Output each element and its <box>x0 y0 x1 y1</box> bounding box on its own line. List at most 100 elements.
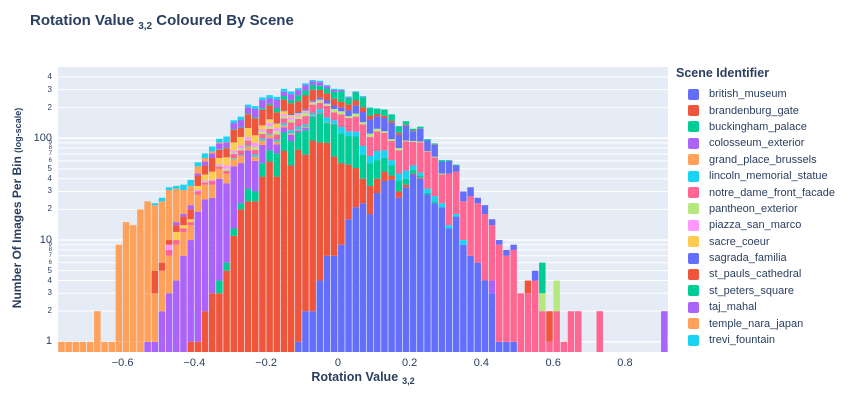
bar-segment-buckingham_palace[interactable] <box>352 136 359 169</box>
bar-segment-british_museum[interactable] <box>381 181 388 352</box>
legend-item-st_peters_square[interactable]: st_peters_square <box>676 283 864 299</box>
bar-segment-buckingham_palace[interactable] <box>266 150 273 162</box>
bar-segment-taj_mahal[interactable] <box>316 82 324 86</box>
bar-segment-buckingham_palace[interactable] <box>417 175 424 178</box>
bar-segment-sagrada_familia[interactable] <box>295 112 302 114</box>
bar-segment-brandenburg_gate[interactable] <box>402 184 410 188</box>
bar-segment-grand_place_brussels[interactable] <box>259 140 266 145</box>
bar-segment-trevi_fountain[interactable] <box>180 184 187 191</box>
bar-segment-pantheon_exterior[interactable] <box>323 104 331 106</box>
bar-segment-lincoln_memorial_statue[interactable] <box>295 126 302 130</box>
bar-segment-st_pauls_cathedral[interactable] <box>374 114 381 117</box>
bar-segment-notre_dame_front_facade[interactable] <box>352 116 359 132</box>
bar-segment-piazza_san_marco[interactable] <box>201 179 209 182</box>
bar-segment-brandenburg_gate[interactable] <box>280 150 288 352</box>
bar-segment-trevi_fountain[interactable] <box>309 80 316 82</box>
bar-segment-british_museum[interactable] <box>374 192 381 352</box>
bar-segment-sacre_coeur[interactable] <box>223 157 230 166</box>
bar-segment-british_museum[interactable] <box>395 197 403 352</box>
bar-segment-colosseum_exterior[interactable] <box>316 113 324 115</box>
bar-segment-notre_dame_front_facade[interactable] <box>244 140 252 146</box>
bar-segment-notre_dame_front_facade[interactable] <box>316 102 324 110</box>
bar-segment-brandenburg_gate[interactable] <box>266 161 273 352</box>
bar-segment-st_pauls_cathedral[interactable] <box>402 124 410 126</box>
bar-segment-lincoln_memorial_statue[interactable] <box>409 165 417 170</box>
bar-segment-st_pauls_cathedral[interactable] <box>208 157 216 172</box>
bar-segment-taj_mahal[interactable] <box>201 161 209 166</box>
bar-segment-taj_mahal[interactable] <box>309 81 316 85</box>
bar-segment-pantheon_exterior[interactable] <box>266 126 273 129</box>
bar-segment-notre_dame_front_facade[interactable] <box>180 228 187 232</box>
bar-segment-st_pauls_cathedral[interactable] <box>259 109 266 126</box>
bar-segment-st_pauls_cathedral[interactable] <box>158 262 166 271</box>
bar-segment-st_pauls_cathedral[interactable] <box>287 103 295 115</box>
bar-segment-british_museum[interactable] <box>345 219 352 352</box>
bar-segment-trevi_fountain[interactable] <box>273 96 281 100</box>
bar-segment-notre_dame_front_facade[interactable] <box>165 249 173 256</box>
bar-segment-st_peters_square[interactable] <box>374 108 381 115</box>
bar-segment-buckingham_palace[interactable] <box>366 163 374 186</box>
bar-segment-british_museum[interactable] <box>431 203 438 352</box>
bar-segment-sacre_coeur[interactable] <box>280 111 288 115</box>
bar-segment-sagrada_familia[interactable] <box>374 116 381 129</box>
bar-segment-buckingham_palace[interactable] <box>244 188 252 202</box>
bar-segment-sacre_coeur[interactable] <box>237 136 245 146</box>
bar-segment-british_museum[interactable] <box>352 207 359 352</box>
bar-segment-st_pauls_cathedral[interactable] <box>352 100 359 106</box>
bar-segment-notre_dame_front_facade[interactable] <box>237 150 245 156</box>
bar-segment-pantheon_exterior[interactable] <box>539 293 546 312</box>
bar-segment-st_pauls_cathedral[interactable] <box>345 104 352 111</box>
bar-segment-british_museum[interactable] <box>424 194 431 352</box>
bar-segment-st_peters_square[interactable] <box>252 117 259 119</box>
bar-segment-st_peters_square[interactable] <box>345 98 352 105</box>
bar-segment-temple_nara_japan[interactable] <box>194 166 202 174</box>
bar-segment-sagrada_familia[interactable] <box>531 270 539 281</box>
bar-segment-st_peters_square[interactable] <box>302 90 309 96</box>
bar-segment-buckingham_palace[interactable] <box>330 124 338 157</box>
legend-item-temple_nara_japan[interactable]: temple_nara_japan <box>676 315 864 331</box>
bar-segment-british_museum[interactable] <box>467 255 474 352</box>
bar-segment-buckingham_palace[interactable] <box>216 280 223 294</box>
bar-segment-notre_dame_front_facade[interactable] <box>223 170 230 174</box>
bar-segment-sagrada_familia[interactable] <box>452 165 460 172</box>
bar-segment-notre_dame_front_facade[interactable] <box>524 293 532 352</box>
bar-segment-st_pauls_cathedral[interactable] <box>309 89 316 101</box>
bar-segment-sagrada_familia[interactable] <box>395 134 403 149</box>
bar-segment-lincoln_memorial_statue[interactable] <box>244 145 252 147</box>
bar-segment-piazza_san_marco[interactable] <box>165 244 173 250</box>
bar-segment-lincoln_memorial_statue[interactable] <box>402 170 410 179</box>
bar-segment-trevi_fountain[interactable] <box>194 162 202 167</box>
bar-segment-temple_nara_japan[interactable] <box>86 341 94 352</box>
bar-segment-pantheon_exterior[interactable] <box>424 150 431 152</box>
bar-segment-notre_dame_front_facade[interactable] <box>531 280 539 352</box>
bar-segment-lincoln_memorial_statue[interactable] <box>266 133 273 135</box>
bar-segment-lincoln_memorial_statue[interactable] <box>431 196 438 202</box>
bar-segment-taj_mahal[interactable] <box>180 214 187 217</box>
bar-segment-taj_mahal[interactable] <box>259 100 266 109</box>
bar-segment-brandenburg_gate[interactable] <box>366 185 374 215</box>
bar-segment-grand_place_brussels[interactable] <box>208 184 216 198</box>
bar-segment-buckingham_palace[interactable] <box>295 132 302 150</box>
bar-segment-notre_dame_front_facade[interactable] <box>280 118 288 124</box>
bar-segment-lincoln_memorial_statue[interactable] <box>352 131 359 137</box>
bar-segment-lincoln_memorial_statue[interactable] <box>259 138 266 141</box>
bar-segment-pantheon_exterior[interactable] <box>252 147 259 150</box>
bar-segment-st_pauls_cathedral[interactable] <box>216 149 223 158</box>
bar-segment-pantheon_exterior[interactable] <box>237 148 245 151</box>
bar-segment-colosseum_exterior[interactable] <box>237 163 245 204</box>
bar-segment-brandenburg_gate[interactable] <box>287 165 295 352</box>
bar-segment-brandenburg_gate[interactable] <box>374 178 381 193</box>
bar-segment-piazza_san_marco[interactable] <box>273 128 281 132</box>
bar-segment-grand_place_brussels[interactable] <box>302 126 309 129</box>
bar-segment-sacre_coeur[interactable] <box>208 171 216 180</box>
bar-segment-brandenburg_gate[interactable] <box>273 176 281 352</box>
bar-segment-pantheon_exterior[interactable] <box>352 113 359 117</box>
bar-segment-trevi_fountain[interactable] <box>158 197 166 202</box>
bar-segment-st_peters_square[interactable] <box>244 113 252 115</box>
bar-segment-st_peters_square[interactable] <box>402 121 410 125</box>
bar-segment-colosseum_exterior[interactable] <box>295 130 302 133</box>
bar-segment-brandenburg_gate[interactable] <box>345 164 352 220</box>
bar-segment-brandenburg_gate[interactable] <box>295 149 302 342</box>
bar-segment-trevi_fountain[interactable] <box>259 97 266 101</box>
bar-segment-trevi_fountain[interactable] <box>266 95 273 99</box>
